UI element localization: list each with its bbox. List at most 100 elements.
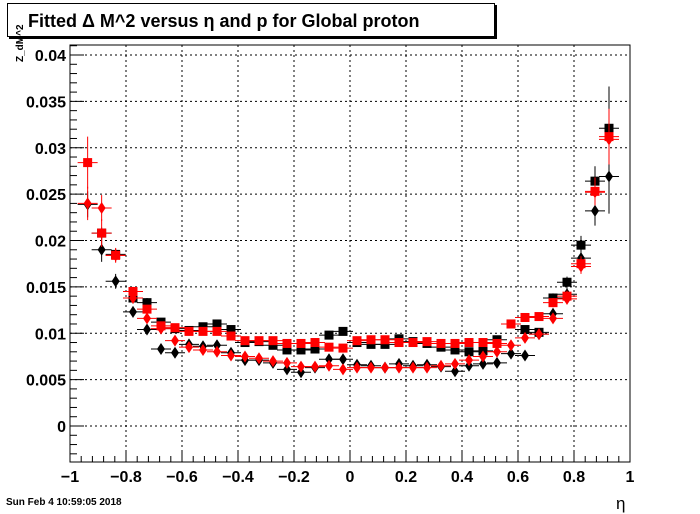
data-point-square [296,345,306,355]
y-tick-label: 0.005 [26,373,66,390]
data-point-diamond [367,361,375,374]
data-point-diamond [83,197,92,210]
data-point-square [380,335,390,345]
data-point-diamond [563,292,571,305]
data-point-diamond [339,363,347,376]
data-point-diamond [297,360,305,373]
chart-title-box: Fitted Δ M^2 versus η and p for Global p… [7,3,495,37]
data-point-diamond [437,359,445,372]
data-point-square [310,344,320,354]
data-point-square [128,287,138,297]
data-point-diamond [521,349,529,362]
y-tick-label: 0.03 [35,141,66,158]
plot-frame [69,44,631,463]
data-point-square [142,298,152,308]
x-tick-label: 0.6 [507,469,529,486]
data-point-diamond [535,328,543,341]
data-point-square [268,336,278,346]
y-tick-label: 0.015 [26,280,66,297]
x-tick-label: −0.4 [222,469,254,486]
timestamp: Sun Feb 4 10:59:05 2018 [6,497,122,508]
data-point-square [478,338,488,348]
y-tick-label: 0.01 [35,326,66,343]
data-point-square [226,331,236,341]
x-tick-label: 0.4 [451,469,473,486]
data-point-diamond [213,339,221,352]
chart-title: Fitted Δ M^2 versus η and p for Global p… [28,11,420,31]
x-axis-label: η [616,494,626,513]
data-point-diamond [549,312,557,325]
data-point-diamond [451,357,459,370]
data-point-square [422,337,432,347]
data-point-diamond [97,202,106,215]
data-point-diamond [97,243,106,256]
data-point-square [380,339,390,349]
y-tick-label: 0.02 [35,234,66,251]
data-point-diamond [311,360,319,373]
data-point-diamond [591,186,599,199]
data-point-diamond [111,275,120,288]
data-point-square [212,326,222,336]
data-point-square [338,326,348,336]
data-point-diamond [129,305,137,318]
data-point-diamond [199,343,207,356]
data-point-diamond [381,361,389,374]
data-point-square [492,338,502,348]
data-point-diamond [479,357,487,370]
data-point-diamond [213,345,221,358]
x-tick-label: −0.6 [166,469,198,486]
data-point-square [310,338,320,348]
data-point-square [254,336,264,346]
data-point-square [296,338,306,348]
data-point-square [464,338,474,348]
y-tick-label: 0 [57,419,66,436]
data-point-square [324,330,334,340]
data-point-diamond [157,322,165,335]
data-point-square [562,277,572,287]
y-tick-label: 0.025 [26,187,66,204]
data-point-square [268,340,278,350]
data-point-square [576,240,586,250]
data-point-diamond [465,354,473,367]
data-point-diamond [507,339,515,352]
data-point-diamond [171,346,179,359]
data-point-diamond [409,361,417,374]
data-point-square [450,338,460,348]
data-point-square [184,326,194,336]
data-point-square [464,347,474,357]
data-point-diamond [157,343,165,356]
x-tick-label: −0.2 [278,469,310,486]
data-point-diamond [395,361,403,374]
x-tick-label: 0.8 [563,469,585,486]
data-point-diamond [269,355,277,368]
data-point-diamond [521,331,529,344]
data-point-square [97,228,107,238]
data-point-diamond [143,323,151,336]
y-tick-label: 0.04 [35,48,66,65]
data-point-square [520,312,530,322]
data-point-square [198,322,208,332]
data-point-diamond [507,347,515,360]
data-point-diamond [227,349,235,362]
data-point-diamond [325,353,333,366]
y-axis-label: Z_dM^2 [15,24,26,62]
data-point-square [212,319,222,329]
data-point-square [520,325,530,335]
data-point-diamond [493,356,501,369]
data-point-square [338,343,348,353]
data-point-diamond [143,312,151,325]
x-tick-label: 0 [346,469,355,486]
data-point-diamond [353,361,361,374]
data-point-diamond [171,334,179,347]
data-point-diamond [241,350,249,363]
data-point-square [282,345,292,355]
x-tick-label: 0.2 [395,469,417,486]
data-point-square [408,338,418,348]
data-point-diamond [451,365,459,378]
data-point-square [352,336,362,346]
data-point-square [324,342,334,352]
data-point-square [548,298,558,308]
data-point-diamond [423,361,431,374]
data-point-square [450,345,460,355]
